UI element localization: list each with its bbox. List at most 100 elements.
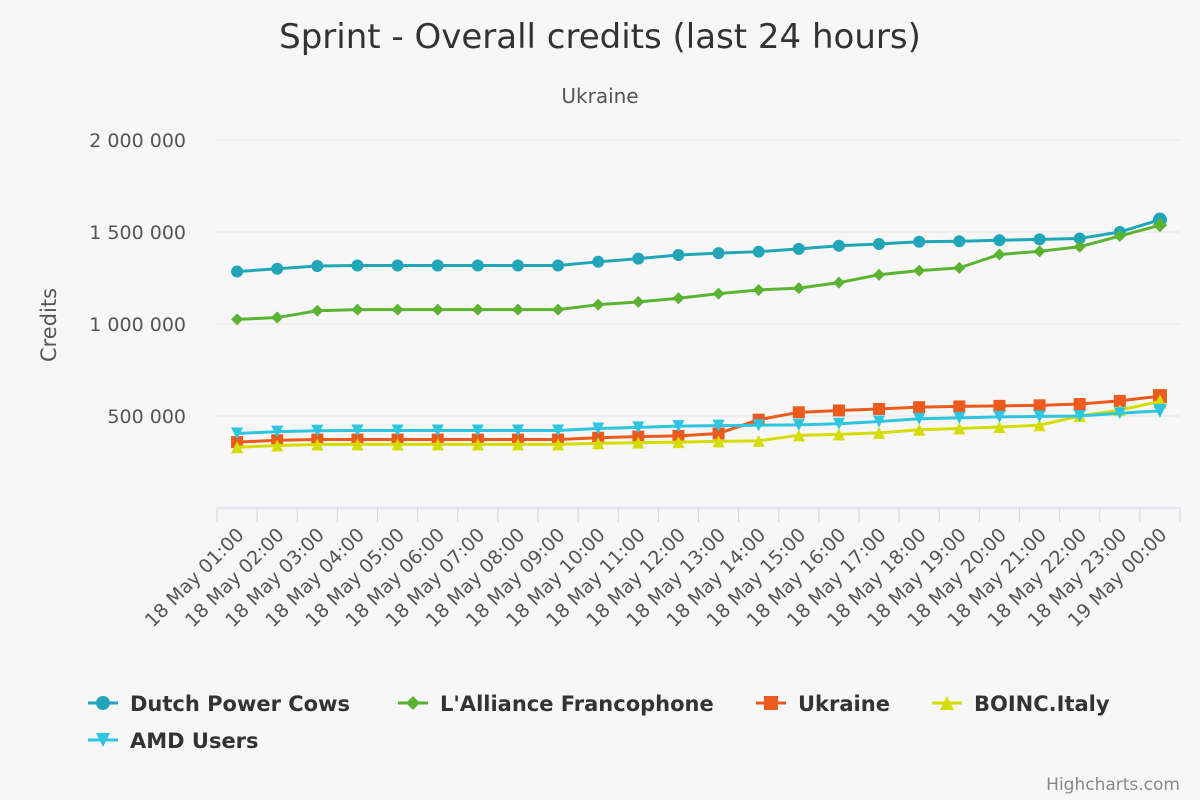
data-point (1033, 419, 1046, 432)
data-point (712, 287, 725, 300)
data-point (792, 242, 805, 255)
legend-item[interactable]: AMD Users (88, 729, 259, 753)
data-point (712, 247, 725, 260)
data-point (953, 411, 966, 424)
data-point (552, 303, 565, 316)
data-point (231, 427, 244, 440)
data-point (231, 265, 244, 278)
data-point (953, 261, 966, 274)
data-point (511, 438, 524, 451)
data-point (552, 259, 565, 272)
data-point (672, 436, 685, 449)
legend-marker (764, 696, 778, 710)
data-point (231, 313, 244, 326)
legend-marker (940, 696, 954, 710)
series-line (236, 409, 1161, 435)
legend-label: Dutch Power Cows (130, 692, 350, 716)
data-point (592, 298, 605, 311)
data-point (471, 424, 484, 437)
data-point (311, 438, 324, 451)
series-dutch-power-cows (231, 212, 1167, 278)
data-point (752, 283, 765, 296)
data-point (511, 303, 524, 316)
data-point (1033, 245, 1046, 258)
data-point (993, 421, 1006, 434)
data-point (431, 303, 444, 316)
data-point (271, 262, 284, 275)
data-point (271, 439, 284, 452)
y-tick-label: 1 500 000 (89, 222, 186, 244)
legend-item[interactable]: Ukraine (756, 692, 890, 716)
data-point (913, 235, 926, 248)
data-point (1113, 230, 1126, 243)
data-point (792, 282, 805, 295)
legend-marker (96, 696, 110, 710)
data-point (391, 303, 404, 316)
data-point (471, 438, 484, 451)
data-point (632, 421, 645, 434)
data-point (672, 429, 685, 442)
data-point (592, 437, 605, 450)
data-point (1113, 394, 1126, 407)
data-point (832, 239, 845, 252)
data-point (993, 399, 1006, 412)
legend-item[interactable]: BOINC.Italy (932, 692, 1110, 716)
data-point (632, 252, 645, 265)
data-point (832, 417, 845, 430)
series-ukraine (231, 389, 1167, 449)
data-point (1113, 407, 1126, 420)
data-point (431, 259, 444, 272)
series-l-alliance-francophone (231, 218, 1167, 326)
data-point (1073, 240, 1086, 253)
data-point (231, 441, 244, 454)
y-tick-label: 2 000 000 (89, 130, 186, 152)
data-point (913, 423, 926, 436)
grid-lines (217, 139, 1180, 417)
data-point (1073, 398, 1086, 411)
y-axis-title: Credits (37, 288, 61, 362)
legend-label: BOINC.Italy (974, 692, 1110, 716)
chart-title: Sprint - Overall credits (last 24 hours) (279, 17, 921, 57)
series-boinc-italy (231, 394, 1167, 454)
data-point (431, 438, 444, 451)
series-line (236, 223, 1161, 321)
data-point (792, 406, 805, 419)
data-point (592, 422, 605, 435)
data-point (1033, 233, 1046, 246)
data-point (1152, 218, 1167, 233)
legend-marker (96, 733, 110, 747)
data-point (953, 422, 966, 435)
data-point (873, 237, 886, 250)
data-point (873, 415, 886, 428)
data-point (391, 438, 404, 451)
legend-item[interactable]: Dutch Power Cows (88, 692, 350, 716)
data-point (672, 292, 685, 305)
legend-item[interactable]: L'Alliance Francophone (398, 692, 714, 716)
series-line (236, 394, 1161, 444)
data-point (752, 419, 765, 432)
data-point (632, 430, 645, 443)
data-point (552, 424, 565, 437)
data-point (1073, 232, 1086, 245)
data-point (391, 424, 404, 437)
data-point (953, 400, 966, 413)
data-point (792, 429, 805, 442)
data-point (471, 303, 484, 316)
data-point (552, 438, 565, 451)
data-point (311, 424, 324, 437)
data-point (431, 424, 444, 437)
data-point (351, 424, 364, 437)
series-line (236, 218, 1161, 274)
series-group (231, 212, 1167, 454)
series-amd-users (231, 403, 1167, 440)
credits-link[interactable]: Highcharts.com (1046, 775, 1180, 795)
data-point (1033, 410, 1046, 423)
data-point (632, 436, 645, 449)
chart-subtitle: Ukraine (561, 84, 638, 108)
data-point (752, 245, 765, 258)
data-point (832, 428, 845, 441)
data-point (672, 420, 685, 433)
